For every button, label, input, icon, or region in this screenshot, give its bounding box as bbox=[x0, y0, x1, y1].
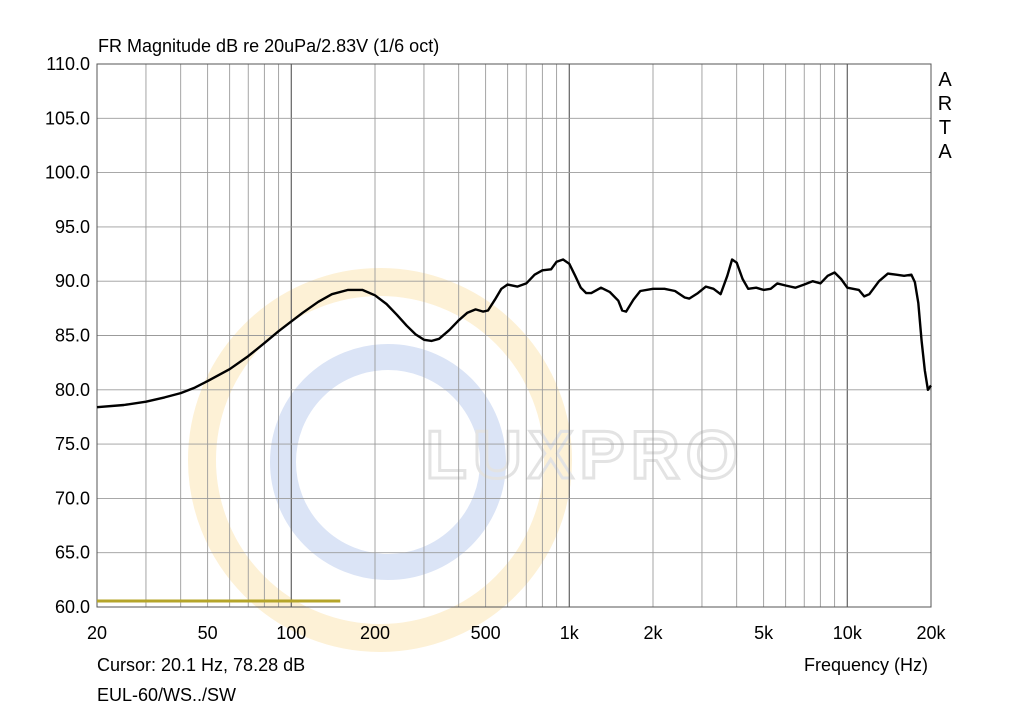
x-axis-label: Frequency (Hz) bbox=[803, 655, 928, 675]
y-tick-label: 65.0 bbox=[55, 543, 90, 563]
arta-brand: A R T A bbox=[934, 68, 956, 164]
trace-name: EUL-60/WS../SW bbox=[97, 685, 237, 705]
x-tick-label: 5k bbox=[754, 623, 774, 643]
brand-letter: T bbox=[938, 117, 952, 139]
y-tick-label: 60.0 bbox=[55, 597, 90, 617]
cursor-readout: Cursor: 20.1 Hz, 78.28 dB bbox=[97, 655, 306, 675]
x-tick-labels: 20 50 100 200 500 1k 2k 5k 10k 20k bbox=[87, 623, 947, 643]
y-tick-label: 95.0 bbox=[55, 217, 90, 237]
x-tick-label: 20 bbox=[87, 623, 107, 643]
chart-title: FR Magnitude dB re 20uPa/2.83V (1/6 oct) bbox=[98, 36, 440, 56]
y-tick-labels: 110.0 105.0 100.0 95.0 90.0 85.0 80.0 75.0 70.0 6… bbox=[45, 54, 90, 617]
y-tick-label: 70.0 bbox=[55, 488, 90, 508]
brand-letter: A bbox=[938, 69, 952, 91]
brand-letter: R bbox=[937, 93, 953, 115]
y-tick-label: 105.0 bbox=[45, 108, 90, 128]
y-tick-label: 85.0 bbox=[55, 326, 90, 346]
y-tick-label: 110.0 bbox=[46, 54, 90, 74]
y-tick-label: 100.0 bbox=[45, 163, 90, 183]
response-curve bbox=[96, 258, 932, 409]
chart-grid bbox=[97, 64, 931, 607]
x-tick-label: 50 bbox=[198, 623, 218, 643]
y-tick-label: 90.0 bbox=[55, 271, 90, 291]
series-layer bbox=[96, 258, 932, 603]
x-tick-label: 1k bbox=[560, 623, 580, 643]
watermark-text: LUXPRO bbox=[425, 417, 744, 493]
brand-letter: A bbox=[938, 141, 952, 163]
watermark-outer-ring bbox=[188, 268, 572, 652]
x-tick-label: 100 bbox=[276, 623, 306, 643]
x-tick-label: 2k bbox=[643, 623, 663, 643]
y-tick-label: 80.0 bbox=[55, 380, 90, 400]
y-tick-label: 75.0 bbox=[55, 434, 90, 454]
luxpro-watermark: LUXPRO bbox=[188, 268, 744, 652]
watermark-inner-ring bbox=[270, 344, 506, 580]
x-tick-label: 500 bbox=[471, 623, 501, 643]
x-tick-label: 10k bbox=[833, 623, 863, 643]
plot-frame bbox=[96, 63, 932, 608]
x-tick-label: 200 bbox=[360, 623, 390, 643]
x-tick-label: 20k bbox=[916, 623, 946, 643]
